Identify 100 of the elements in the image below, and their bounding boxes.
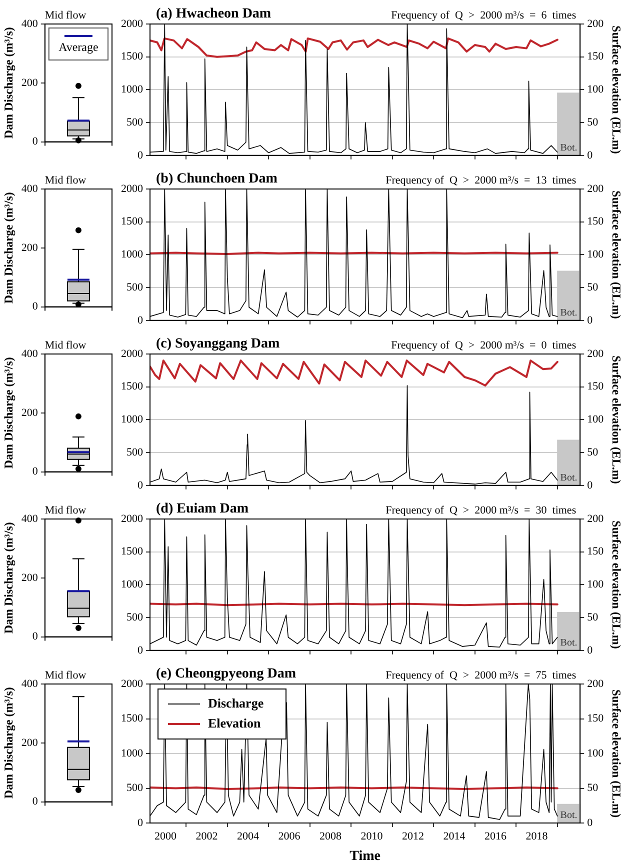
y2-tick-label: 200	[587, 678, 604, 690]
legend-label: Discharge	[208, 695, 264, 710]
y-tick-label: 1000	[121, 747, 144, 760]
y-tick-label: 200	[21, 572, 38, 584]
y-tick-label: 0	[138, 644, 144, 656]
y-tick-label: 2000	[121, 348, 144, 360]
y-tick-label: 0	[138, 479, 144, 492]
chart-title: (a) Hwacheon Dam	[156, 6, 272, 22]
y2-tick-label: 0	[587, 314, 594, 326]
y2-tick-label: 0	[587, 644, 594, 656]
y-tick-label: 1500	[121, 712, 144, 725]
y2-tick-label: 0	[587, 479, 594, 492]
y-tick-label: 400	[21, 348, 38, 360]
x-tick-label: 2010	[360, 830, 384, 842]
y2-tick-label: 50	[587, 611, 599, 624]
y-tick-label: 1000	[121, 414, 144, 426]
y2-tick-label: 100	[587, 414, 604, 426]
y-tick-label: 0	[32, 796, 38, 808]
y-tick-label: 1000	[121, 578, 144, 591]
series-label: Bot.	[560, 472, 578, 484]
chart-title: Mid flow	[44, 669, 86, 682]
y2-tick-label: 150	[587, 216, 604, 228]
chart-subtitle: Frequency of Q > 2000 m³/s = 6 times	[391, 9, 576, 22]
y2-axis-title: Surface elevation (EL.m)	[610, 689, 624, 818]
chart-title: (c) Soyanggang Dam	[156, 336, 280, 352]
y-tick-label: 500	[126, 116, 144, 128]
y-axis-title: Dam Discharge (m³/s)	[1, 687, 16, 799]
y2-tick-label: 50	[587, 116, 599, 128]
y2-tick-label: 200	[587, 348, 604, 360]
y-tick-label: 0	[138, 149, 144, 162]
x-tick-label: 2016	[484, 830, 508, 842]
y-axis-title: Dam Discharge (m³/s)	[1, 522, 16, 634]
y-axis-title: Dam Discharge (m³/s)	[1, 27, 16, 139]
chart-subtitle: Frequency of Q > 2000 m³/s = 30 times	[386, 504, 576, 516]
series-label: Bot.	[560, 308, 578, 319]
y-tick-label: 1500	[121, 380, 144, 393]
y-tick-label: 0	[32, 300, 38, 313]
x-tick-label: 2006	[278, 830, 301, 842]
series-label: Bot.	[560, 810, 578, 822]
y-axis-title: Dam Discharge (m³/s)	[1, 192, 16, 304]
y-tick-label: 500	[126, 782, 144, 794]
x-tick-label: 2018	[526, 830, 548, 842]
y2-tick-label: 150	[587, 50, 604, 63]
y2-axis-title: Surface elevation (EL.m)	[610, 520, 624, 649]
y2-tick-label: 150	[587, 380, 604, 393]
series-label: Bot.	[560, 638, 578, 649]
y-tick-label: 1500	[121, 546, 144, 558]
y-tick-label: 2000	[121, 182, 144, 195]
legend-title: Average	[58, 40, 98, 54]
x-tick-label: 2014	[443, 830, 466, 842]
y2-tick-label: 200	[587, 512, 604, 525]
chart-title: (e) Cheongpyeong Dam	[156, 666, 296, 682]
chart-title: Mid flow	[44, 174, 86, 186]
y2-tick-label: 0	[587, 149, 594, 162]
x-tick-label: 2012	[402, 830, 424, 842]
y-tick-label: 1500	[121, 50, 144, 63]
y-tick-label: 400	[21, 182, 38, 195]
y-tick-label: 0	[32, 630, 38, 643]
y2-tick-label: 200	[587, 182, 604, 195]
y2-tick-label: 50	[587, 446, 599, 458]
y-tick-label: 500	[126, 611, 144, 624]
y-tick-label: 0	[138, 314, 144, 326]
x-tick-label: 2004	[236, 830, 260, 842]
chart-subtitle: Frequency of Q > 2000 m³/s = 13 times	[386, 174, 576, 186]
y-tick-label: 200	[21, 406, 38, 419]
y-tick-label: 1000	[121, 248, 144, 261]
y2-tick-label: 50	[587, 782, 599, 794]
y-axis-title: Dam Discharge (m³/s)	[1, 357, 16, 469]
chart-title: (b) Chunchoen Dam	[156, 172, 278, 187]
y-tick-label: 1500	[121, 216, 144, 228]
chart-title: Mid flow	[44, 339, 86, 352]
chart-title: Mid flow	[44, 9, 86, 22]
y-tick-label: 0	[32, 136, 38, 148]
series-label: Bot.	[560, 142, 578, 154]
y-tick-label: 2000	[121, 18, 144, 30]
y-tick-label: 400	[21, 18, 38, 30]
y2-tick-label: 150	[587, 546, 604, 558]
chart-title: (d) Euiam Dam	[156, 502, 249, 517]
x-tick-label: 2002	[196, 830, 218, 842]
y-tick-label: 200	[21, 736, 38, 749]
y2-axis-title: Surface elevation (EL.m)	[610, 356, 624, 484]
y-tick-label: 500	[126, 281, 144, 294]
y2-tick-label: 100	[587, 248, 604, 261]
y2-tick-label: 200	[587, 18, 604, 30]
y2-axis-title: Surface elevation (EL.m)	[610, 190, 624, 319]
y2-tick-label: 100	[587, 84, 604, 96]
legend-label: Elevation	[208, 715, 262, 730]
x-tick-label: 2000	[154, 830, 177, 842]
x-axis-title: Time	[350, 849, 380, 864]
chart-subtitle: Frequency of Q > 2000 m³/s = 0 times	[391, 339, 576, 352]
y-tick-label: 2000	[121, 512, 144, 525]
y2-axis-title: Surface elevation (EL.m)	[610, 26, 624, 154]
x-tick-label: 2008	[320, 830, 342, 842]
y2-tick-label: 0	[587, 816, 594, 829]
y-tick-label: 400	[21, 678, 38, 690]
y-tick-label: 0	[32, 466, 38, 478]
y2-tick-label: 150	[587, 712, 604, 725]
y-tick-label: 400	[21, 512, 38, 525]
y-tick-label: 1000	[121, 84, 144, 96]
y-tick-label: 500	[126, 446, 144, 458]
